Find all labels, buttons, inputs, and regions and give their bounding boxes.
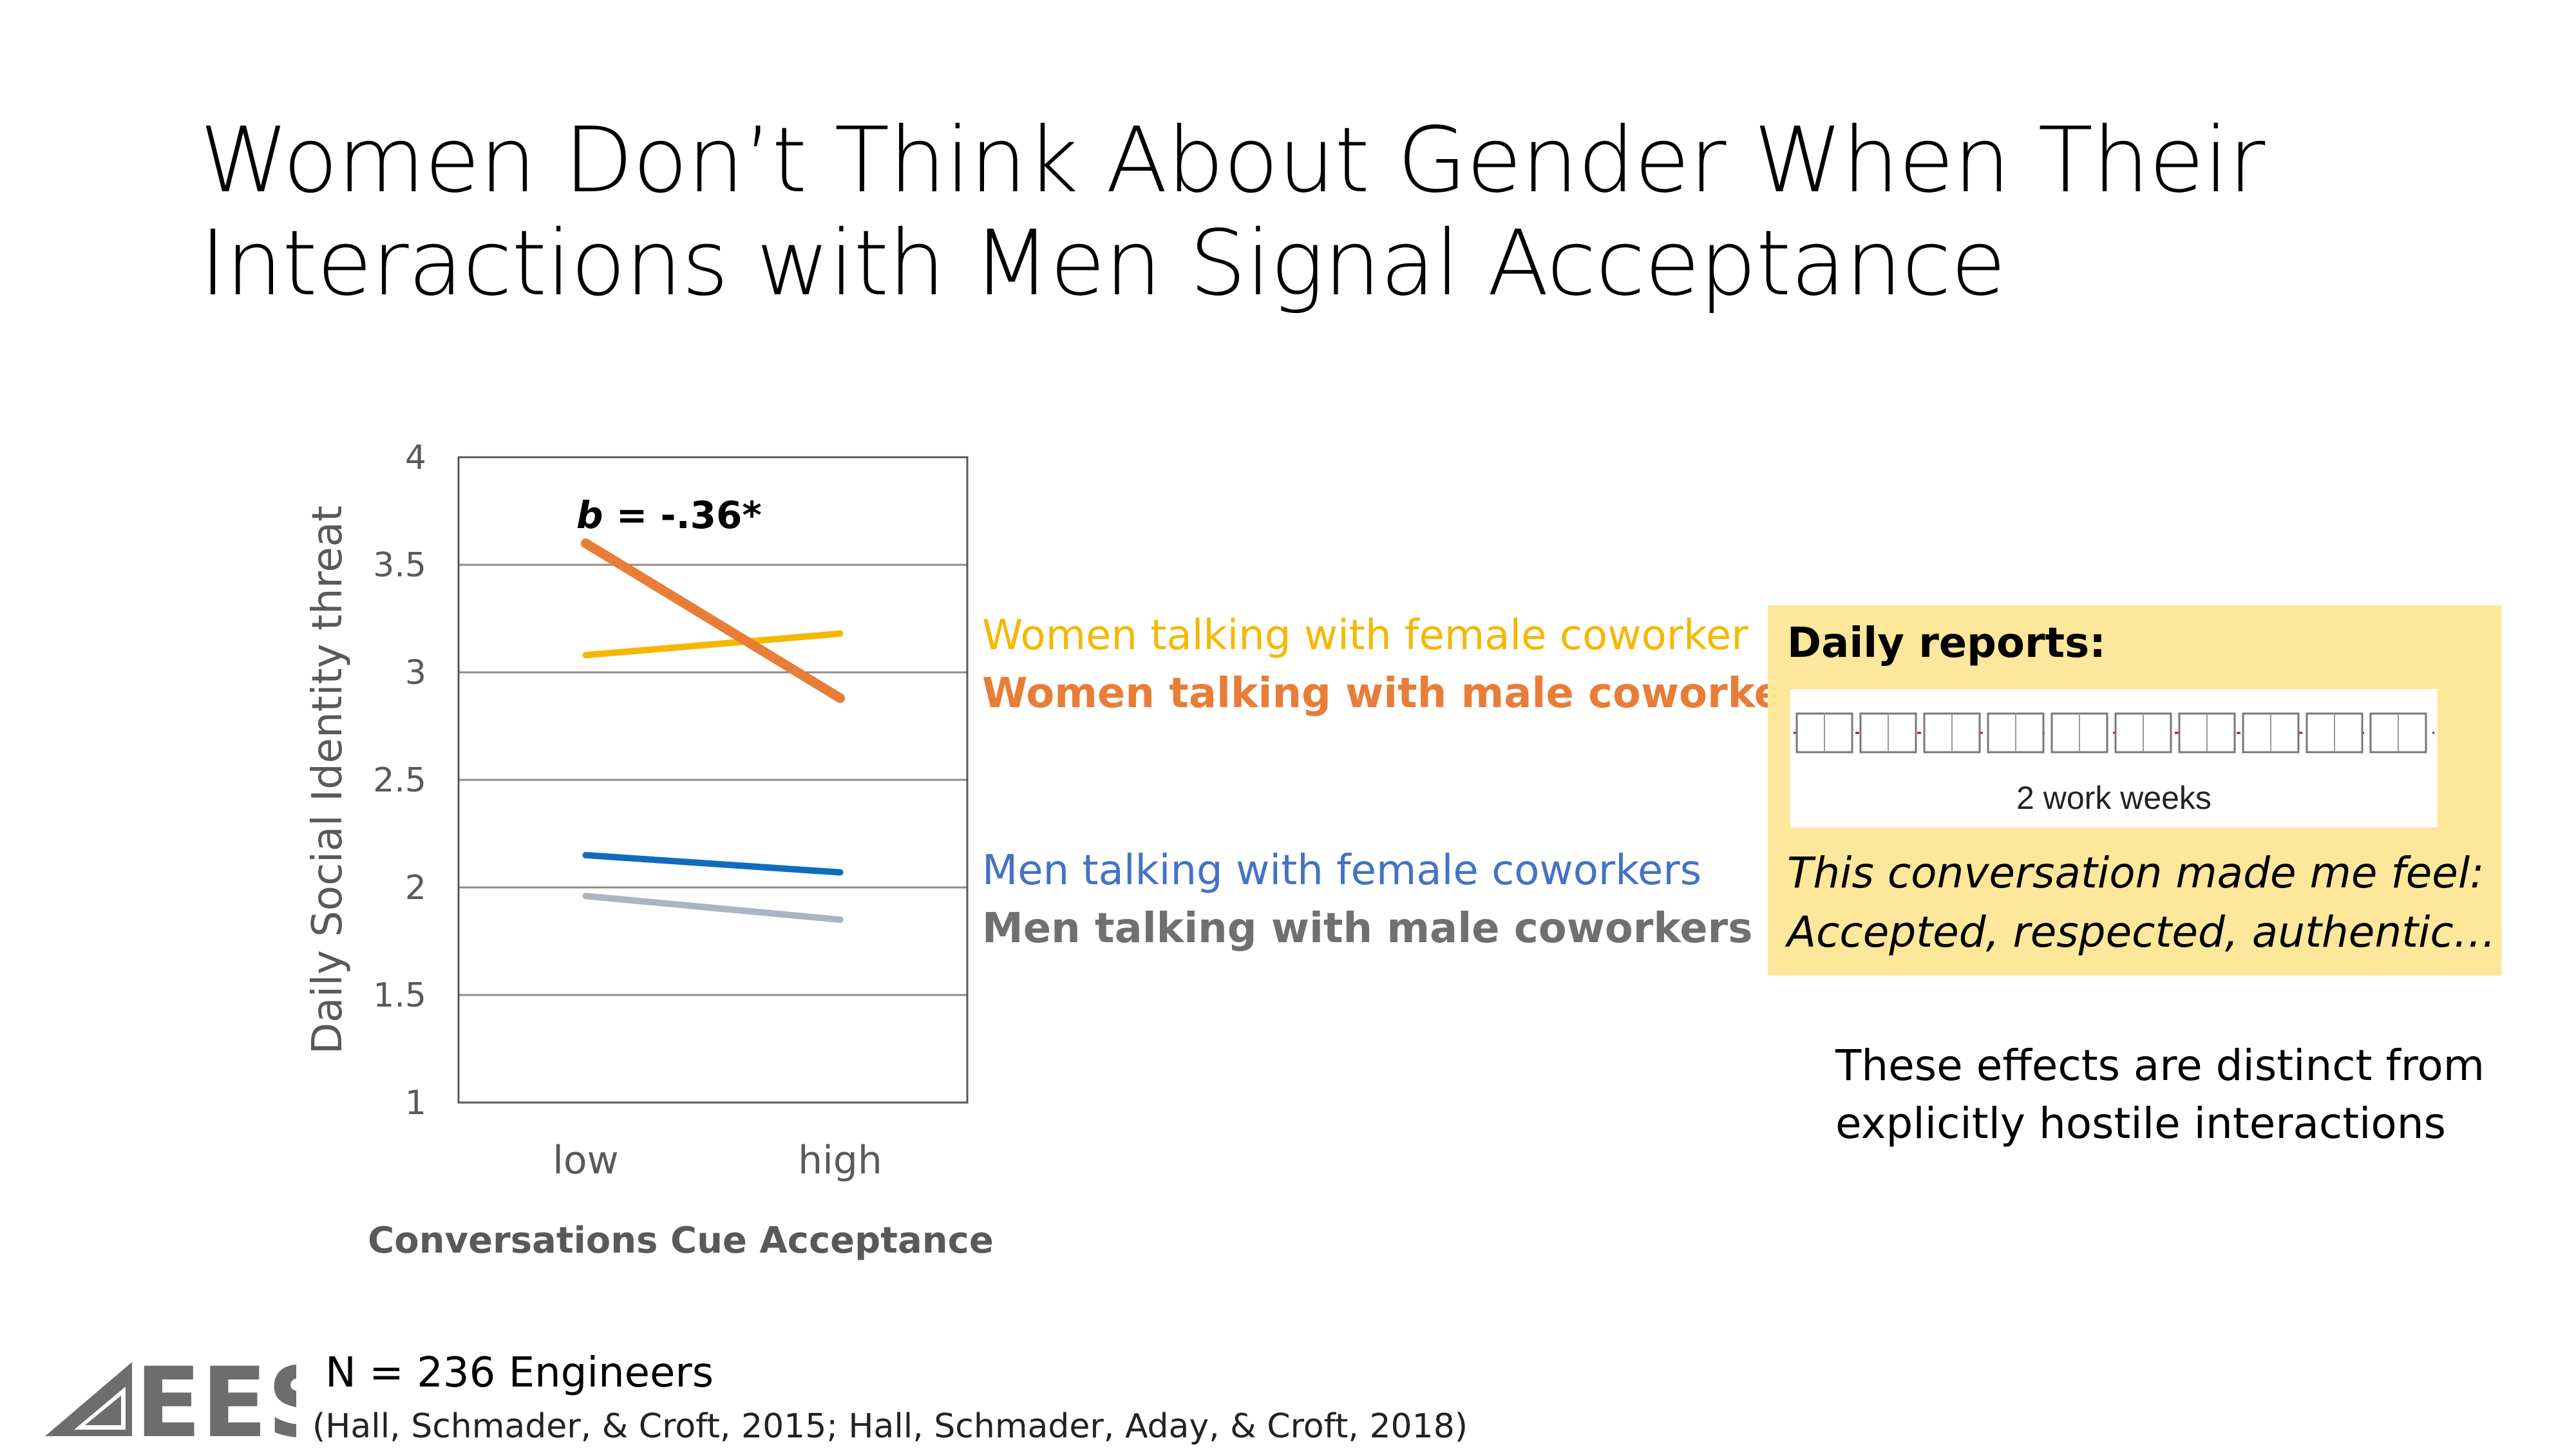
series-line xyxy=(582,893,844,923)
citation: (Hall, Schmader, & Croft, 2015; Hall, Sc… xyxy=(312,1407,1468,1446)
x-axis-ticks: low high xyxy=(553,1138,882,1183)
x-axis-label: Conversations Cue Acceptance xyxy=(368,1220,994,1262)
y-tick-label: 1.5 xyxy=(373,976,426,1015)
note-line-1: These effects are distinct from xyxy=(1835,1041,2485,1090)
note-line-2: explicitly hostile interactions xyxy=(1835,1099,2447,1148)
series-line xyxy=(582,851,844,876)
distinct-effects-note: These effects are distinct from explicit… xyxy=(1835,1037,2485,1153)
series-line xyxy=(581,538,845,703)
legend-women-female-coworker: Women talking with female coworker xyxy=(982,612,1748,659)
slope-annotation-symbol: b xyxy=(576,493,603,537)
aees-logo: EES xyxy=(39,1347,337,1449)
chart-series xyxy=(581,538,845,923)
sample-size: N = 236 Engineers xyxy=(325,1349,714,1397)
slide-title-line-1: Women Don’t Think About Gender When Thei… xyxy=(200,108,2265,213)
line-chart: 1 1.5 2 2.5 3 3.5 4 low high Daily Social Ident… xyxy=(304,439,994,1262)
logo-text: EES xyxy=(135,1349,296,1446)
slope-annotation: b = -.36* xyxy=(576,493,762,537)
daily-reports-box: Daily reports: 2 work weeks This convers… xyxy=(1768,605,2502,976)
plot-area-frame xyxy=(457,456,969,1104)
slope-annotation-value: = -.36* xyxy=(603,493,762,537)
work-weeks-calendar-image: 2 work weeks xyxy=(1790,689,2438,828)
aees-logo-icon: EES xyxy=(45,1347,337,1449)
x-tick-label: low xyxy=(553,1138,618,1183)
y-tick-label: 3 xyxy=(405,654,426,692)
y-tick-label: 4 xyxy=(405,439,426,477)
legend-men-female-coworkers: Men talking with female coworkers xyxy=(982,847,1702,895)
calendar-strip-icon xyxy=(1794,712,2434,753)
y-axis-ticks: 1 1.5 2 2.5 3 3.5 4 xyxy=(373,439,426,1122)
work-weeks-caption: 2 work weeks xyxy=(2016,780,2211,816)
daily-reports-title: Daily reports: xyxy=(1787,620,2106,667)
y-tick-label: 2 xyxy=(405,869,426,907)
daily-reports-quote: This conversation made me feel: Accepted… xyxy=(1787,844,2496,962)
chart-gridlines xyxy=(459,564,967,996)
y-tick-label: 2.5 xyxy=(373,761,426,800)
legend-women-male-coworkers: Women talking with male coworkers xyxy=(982,670,1827,717)
series-line xyxy=(582,630,844,659)
quote-line-1: This conversation made me feel: xyxy=(1787,848,2485,898)
y-tick-label: 1 xyxy=(405,1084,426,1122)
slide-title: Women Don’t Think About Gender When Thei… xyxy=(200,108,2265,316)
y-axis-label: Daily Social Identity threat xyxy=(304,506,352,1054)
y-tick-label: 3.5 xyxy=(373,546,426,585)
x-tick-label: high xyxy=(798,1138,882,1183)
legend-men-male-coworkers: Men talking with male coworkers xyxy=(982,905,1753,952)
slide-title-line-2: Interactions with Men Signal Acceptance xyxy=(200,211,2006,316)
quote-line-2: Accepted, respected, authentic… xyxy=(1787,907,2496,957)
